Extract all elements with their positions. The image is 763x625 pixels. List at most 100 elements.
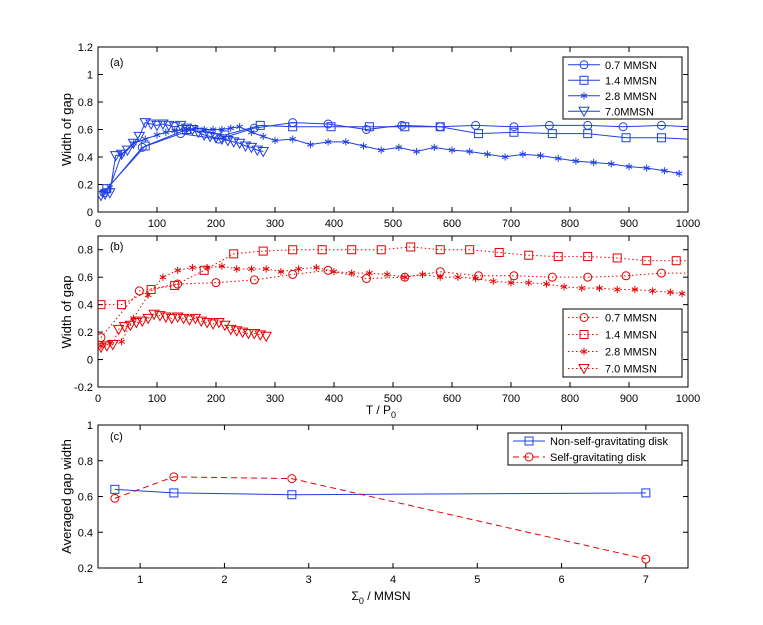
data-point — [666, 288, 674, 296]
data-point — [675, 169, 683, 178]
panel-label-b: (b) — [110, 241, 123, 253]
data-point — [186, 125, 199, 136]
data-point — [543, 280, 550, 288]
legend-box — [562, 56, 683, 120]
data-point — [519, 150, 527, 158]
data-point — [465, 245, 475, 255]
data-point — [649, 287, 656, 295]
x-tick-label: 700 — [502, 218, 520, 230]
data-point — [377, 146, 385, 154]
data-point — [162, 128, 170, 136]
data-point — [137, 142, 147, 152]
data-point — [121, 145, 134, 157]
y-tick-label: 0.6 — [78, 492, 93, 504]
series-line-0 — [100, 122, 688, 196]
data-point — [472, 274, 479, 283]
data-point — [466, 147, 474, 156]
x-tick-label: 0 — [95, 218, 101, 230]
panel-c: (c) Averaged gap width Σ0 / MMSN 1 2 3 4 5 6 7… — [59, 420, 689, 606]
ylabel-a: Width of gap — [59, 93, 74, 166]
x-tick-label: 100 — [148, 218, 166, 230]
data-point — [159, 273, 167, 281]
data-point — [395, 143, 403, 151]
data-point — [383, 270, 391, 279]
data-point — [142, 313, 154, 325]
x-tick-label: 200 — [207, 393, 225, 405]
y-tick-label: 0 — [87, 207, 93, 219]
x-tick-label: 900 — [620, 218, 638, 230]
data-point — [236, 123, 243, 131]
data-point — [494, 247, 504, 257]
data-point — [509, 122, 519, 132]
data-point — [360, 142, 367, 150]
legend-label: 7.0MMSN — [605, 106, 654, 118]
data-point — [484, 150, 491, 158]
data-point — [401, 273, 409, 281]
data-point — [109, 151, 122, 162]
data-point — [509, 127, 519, 137]
data-point — [192, 127, 205, 139]
legend-label: Non-self-gravitating disk — [550, 436, 668, 448]
data-point — [170, 280, 180, 290]
data-point — [641, 488, 651, 498]
x-tick-label: 800 — [561, 218, 579, 230]
data-point — [117, 300, 127, 310]
x-tick-label: 1 — [137, 574, 143, 586]
data-point — [364, 122, 374, 132]
data-point — [130, 317, 143, 329]
data-point — [203, 263, 211, 272]
data-point — [553, 252, 563, 262]
x-tick-label: 600 — [443, 218, 461, 230]
data-point — [211, 278, 221, 288]
y-tick-label: 0.4 — [78, 152, 93, 164]
data-point — [366, 269, 373, 277]
x-tick-label: 1000 — [676, 393, 700, 405]
panel-label-a: (a) — [110, 57, 123, 69]
legend-marker — [580, 347, 588, 356]
x-tick-label: 5 — [474, 574, 480, 586]
legend-marker — [524, 436, 534, 446]
data-point — [174, 266, 182, 274]
data-point — [560, 283, 568, 291]
y-tick-label: 0 — [87, 355, 93, 367]
data-point — [258, 246, 268, 256]
legend-marker — [579, 75, 589, 85]
data-point — [118, 338, 125, 346]
data-point — [678, 290, 686, 298]
data-point — [115, 149, 128, 161]
data-point — [397, 120, 407, 130]
data-point — [255, 120, 265, 130]
x-tick-label: 400 — [325, 393, 343, 405]
data-point — [435, 122, 445, 132]
data-point — [525, 279, 533, 287]
series-line-0 — [114, 488, 646, 496]
x-tick-label: 500 — [384, 218, 402, 230]
data-point — [578, 284, 586, 292]
data-point — [376, 245, 386, 255]
legend-marker — [580, 92, 588, 100]
data-point — [101, 341, 113, 352]
data-point — [537, 152, 544, 160]
data-point — [218, 262, 226, 270]
data-point — [98, 333, 106, 343]
data-point — [317, 245, 327, 255]
legend-label: 0.7 MMSN — [605, 60, 657, 72]
data-point — [189, 263, 196, 272]
data-point — [287, 474, 297, 484]
data-point — [348, 269, 356, 277]
data-point — [260, 331, 272, 343]
data-point — [248, 265, 255, 273]
data-point — [259, 132, 267, 140]
data-point — [656, 133, 666, 143]
data-point — [656, 268, 666, 278]
series-group — [110, 472, 651, 564]
data-point — [419, 270, 426, 279]
legend-marker — [524, 452, 534, 462]
data-point — [144, 291, 152, 299]
x-tick-label: 200 — [207, 218, 225, 230]
data-point — [98, 300, 106, 310]
data-point — [583, 252, 593, 262]
data-point — [671, 256, 681, 266]
x-tick-label: 1000 — [676, 218, 700, 230]
